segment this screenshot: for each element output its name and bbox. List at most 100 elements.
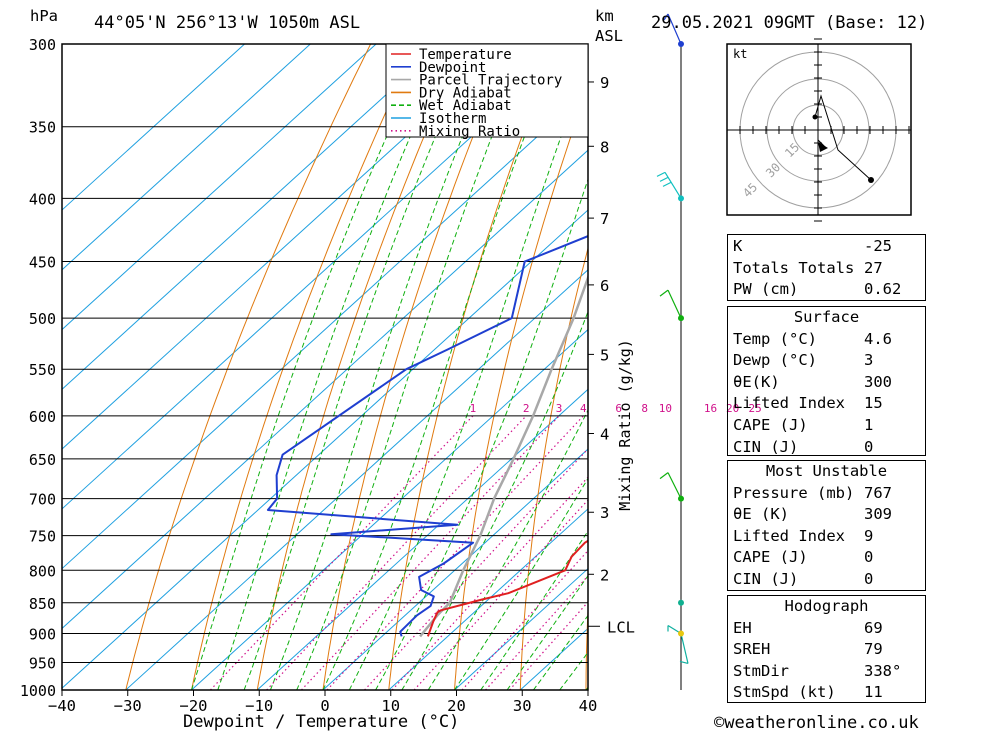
dry-adiabat-line [256, 44, 465, 690]
mixing-ratio-line [300, 415, 560, 690]
row-value: 0 [864, 437, 874, 456]
x-tick-label: 20 [447, 697, 466, 715]
table-row: Totals Totals 27 [728, 258, 925, 280]
km-tick-label: 2 [600, 566, 609, 584]
pressure-unit: hPa [30, 7, 58, 25]
row-label: CIN (J) [733, 569, 799, 588]
isotherm-line [62, 44, 443, 390]
x-tick-label: 10 [381, 697, 400, 715]
row-label: Temp (°C) [733, 329, 817, 348]
row-value: 767 [864, 483, 892, 502]
km-tick-label: 4 [600, 426, 609, 444]
mixing-ratio-label: 3 [556, 402, 563, 415]
row-value: 79 [864, 640, 883, 659]
x-tick-label: −40 [48, 697, 76, 715]
row-label: CIN (J) [733, 437, 799, 456]
km-tick-label: 3 [600, 504, 609, 522]
wind-barb [656, 171, 684, 202]
row-label: StmDir [733, 661, 789, 680]
copyright: ©weatheronline.co.uk [714, 713, 919, 733]
table-row: Dewp (°C) 3 [728, 350, 925, 372]
mixing-ratio-line [391, 476, 588, 690]
legend-entry: Temperature [419, 47, 512, 63]
isotherm-line [388, 508, 588, 690]
dry-adiabat-line [454, 85, 588, 690]
wet-adiabat-line [322, 44, 561, 690]
hodograph-point [868, 177, 874, 183]
mixing-ratio-label: 20 [726, 402, 739, 415]
table-row: PW (cm) 0.62 [728, 279, 925, 301]
isotherm-line [322, 448, 588, 690]
km-tick-label: 7 [600, 210, 609, 228]
table-row: θE (K) 309 [728, 504, 925, 526]
dry-adiabat-line [125, 44, 372, 690]
row-value: 15 [864, 394, 883, 413]
row-label: Lifted Index [733, 526, 845, 545]
wind-barb-marker [678, 41, 684, 47]
wind-barb-marker [678, 195, 684, 202]
table-row: StmDir 338° [728, 661, 925, 683]
legend-entry: Parcel Trajectory [419, 73, 562, 89]
mixing-ratio-label: 10 [659, 402, 672, 415]
mixing-ratio-label: 8 [641, 402, 648, 415]
x-tick-label: −10 [245, 697, 273, 715]
row-label: Dewp (°C) [733, 351, 817, 370]
surface-title: Surface [793, 308, 860, 326]
table-row: K -25 [728, 236, 925, 258]
legend-entry: Isotherm [419, 111, 486, 127]
isotherm-line [62, 89, 588, 570]
table-row: Pressure (mb) 767 [728, 483, 925, 505]
wind-barb-marker [678, 495, 684, 502]
km-tick-label: 9 [600, 74, 609, 92]
wind-barb [659, 472, 684, 502]
km-tick-label: 5 [600, 346, 609, 364]
wind-barb-shaft [659, 289, 682, 319]
row-label: EH [733, 618, 752, 637]
isotherm-line [62, 209, 588, 689]
wind-barb-shaft [667, 624, 689, 665]
hodograph-stats-box: Hodograph EH 69 SREH 79 StmDir 338° StmSpd (kt… [727, 595, 926, 703]
table-row: EH 69 [728, 618, 925, 640]
x-tick-label: −20 [180, 697, 208, 715]
table-row: CAPE (J) 1 [728, 415, 925, 437]
parcel-trajectory-line [419, 274, 588, 638]
isotherm-line [125, 269, 588, 690]
legend-box [385, 43, 589, 138]
pressure-label: 750 [29, 528, 56, 546]
most-unstable-rows: Pressure (mb) 767 θE (K) 309 Lifted Index 9 CA… [728, 483, 925, 591]
wind-barb-marker [678, 630, 684, 637]
wet-adiabat-line [296, 44, 530, 690]
row-label: K [733, 237, 743, 255]
isotherm-line [256, 388, 588, 690]
mixing-ratio-line [461, 549, 588, 690]
row-value: 0 [864, 548, 874, 567]
wet-adiabat-line [243, 44, 476, 690]
mixing-ratio-label: 25 [749, 402, 762, 415]
dry-adiabat-line [948, 44, 981, 690]
km-unit: km [595, 7, 614, 25]
row-value: 0 [864, 569, 874, 588]
table-row: CIN (J) 0 [728, 437, 925, 459]
datetime-title: 29.05.2021 09GMT (Base: 12) [651, 13, 927, 33]
row-label: Pressure (mb) [733, 483, 855, 502]
wind-barb [678, 599, 684, 606]
wet-adiabat-line [217, 44, 452, 690]
pressure-label: 550 [29, 361, 56, 379]
row-label: θE(K) [733, 372, 780, 391]
wet-adiabat-line [427, 409, 588, 690]
mixing-ratio-line [326, 415, 584, 690]
storm-motion-arrow [818, 142, 828, 152]
wind-barb-shaft [656, 171, 682, 199]
mixing-ratio-line [266, 415, 527, 690]
pressure-label: 600 [29, 408, 56, 426]
mixing-ratio-label: 2 [523, 402, 530, 415]
dry-adiabat-line [322, 44, 511, 690]
pressure-label: 950 [29, 654, 56, 672]
mixing-ratio-line [485, 575, 588, 690]
table-row: StmSpd (kt) 11 [728, 682, 925, 704]
mixing-ratio-label: 6 [615, 402, 622, 415]
mixing-ratio-line [509, 601, 588, 690]
table-row: Lifted Index 15 [728, 393, 925, 415]
